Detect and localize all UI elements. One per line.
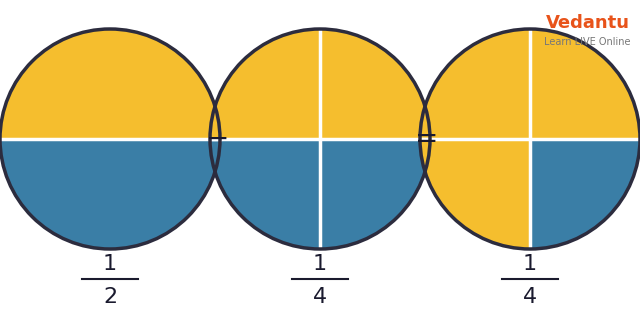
Text: 4: 4	[313, 287, 327, 307]
Polygon shape	[0, 29, 220, 139]
Polygon shape	[210, 29, 430, 139]
Polygon shape	[420, 29, 640, 249]
Polygon shape	[210, 139, 430, 249]
Text: 1: 1	[103, 254, 117, 274]
Text: 1: 1	[523, 254, 537, 274]
Text: =: =	[415, 125, 438, 153]
Text: 1: 1	[313, 254, 327, 274]
Polygon shape	[530, 139, 640, 249]
Text: 2: 2	[103, 287, 117, 307]
Text: 4: 4	[523, 287, 537, 307]
Text: Learn LIVE Online: Learn LIVE Online	[543, 37, 630, 47]
Text: Vedantu: Vedantu	[546, 14, 630, 32]
Polygon shape	[0, 139, 220, 249]
Text: −: −	[206, 125, 230, 153]
